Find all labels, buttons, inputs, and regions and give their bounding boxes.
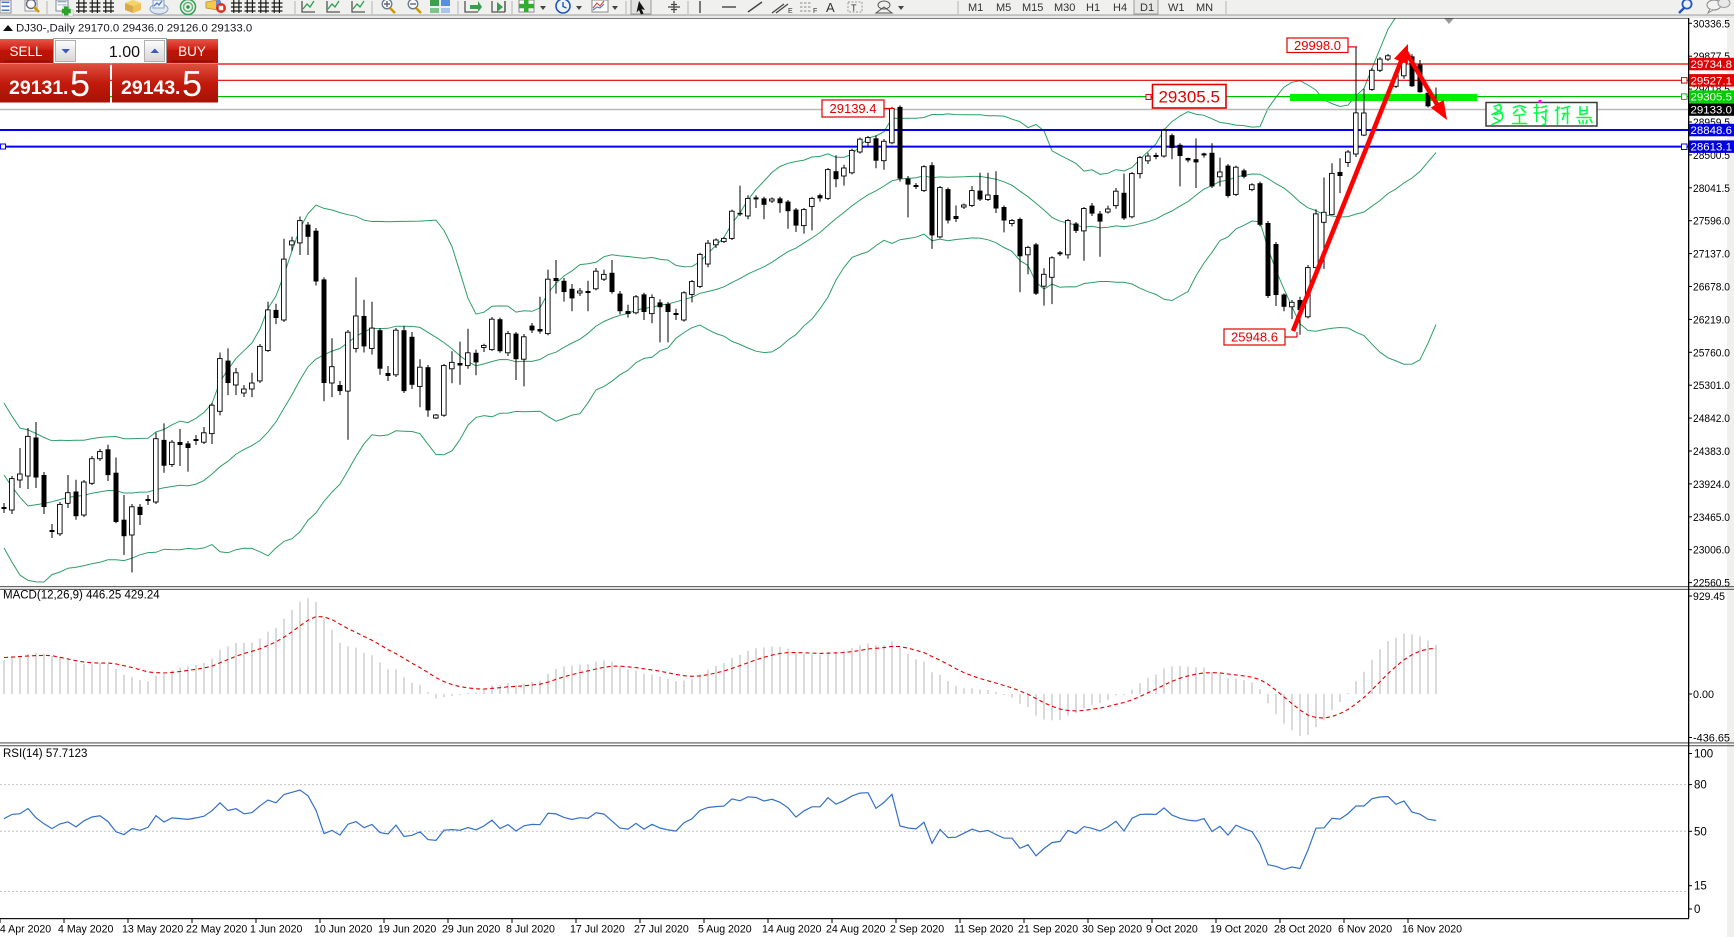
svg-text:28041.5: 28041.5 xyxy=(1693,183,1730,195)
svg-text:28848.6: 28848.6 xyxy=(1691,125,1733,137)
svg-text:22 May 2020: 22 May 2020 xyxy=(186,924,247,936)
svg-text:6 Nov 2020: 6 Nov 2020 xyxy=(1338,924,1392,936)
svg-text:H4: H4 xyxy=(1113,2,1127,14)
svg-text:SELL: SELL xyxy=(9,44,43,59)
svg-text:25948.6: 25948.6 xyxy=(1231,330,1278,345)
svg-text:29734.8: 29734.8 xyxy=(1691,59,1733,71)
svg-text:100: 100 xyxy=(1694,749,1713,761)
svg-text:H1: H1 xyxy=(1086,2,1100,14)
svg-text:25301.0: 25301.0 xyxy=(1693,380,1730,392)
svg-text:29133.0: 29133.0 xyxy=(1691,105,1733,117)
svg-text:19 Jun 2020: 19 Jun 2020 xyxy=(378,924,436,936)
svg-text:29305.5: 29305.5 xyxy=(1158,87,1219,106)
svg-text:RSI(14) 57.7123: RSI(14) 57.7123 xyxy=(3,748,87,760)
svg-text:30336.5: 30336.5 xyxy=(1693,18,1730,30)
svg-text:DJ30-,Daily 29170.0 29436.0 2: DJ30-,Daily 29170.0 29436.0 29126.0 2913… xyxy=(16,23,252,35)
svg-text:29998.0: 29998.0 xyxy=(1294,38,1341,53)
svg-text:M15: M15 xyxy=(1022,2,1043,14)
svg-text:29143: 29143 xyxy=(121,77,175,99)
svg-text:24 Aug 2020: 24 Aug 2020 xyxy=(826,924,886,936)
svg-text:19 Oct 2020: 19 Oct 2020 xyxy=(1210,924,1268,936)
svg-text:929.45: 929.45 xyxy=(1693,591,1725,603)
svg-text:.: . xyxy=(63,77,68,99)
svg-text:11 Sep 2020: 11 Sep 2020 xyxy=(954,924,1013,936)
svg-text:.: . xyxy=(175,77,180,99)
svg-text:23465.0: 23465.0 xyxy=(1693,512,1730,524)
svg-text:2 Sep 2020: 2 Sep 2020 xyxy=(890,924,944,936)
svg-text:5: 5 xyxy=(182,63,202,104)
svg-text:30 Sep 2020: 30 Sep 2020 xyxy=(1082,924,1142,936)
svg-text:16 Nov 2020: 16 Nov 2020 xyxy=(1402,924,1462,936)
svg-text:23924.0: 23924.0 xyxy=(1693,479,1730,491)
svg-text:29 Jun 2020: 29 Jun 2020 xyxy=(442,924,500,936)
svg-text:29139.4: 29139.4 xyxy=(830,101,877,116)
svg-text:MN: MN xyxy=(1196,2,1213,14)
svg-text:24 Apr 2020: 24 Apr 2020 xyxy=(0,924,51,936)
svg-text:24842.0: 24842.0 xyxy=(1693,413,1730,425)
svg-text:27 Jul 2020: 27 Jul 2020 xyxy=(634,924,689,936)
svg-text:5 Aug 2020: 5 Aug 2020 xyxy=(698,924,752,936)
svg-text:26678.0: 26678.0 xyxy=(1693,282,1730,294)
svg-text:E: E xyxy=(788,8,793,15)
svg-text:-436.65: -436.65 xyxy=(1693,733,1730,745)
svg-text:26219.0: 26219.0 xyxy=(1693,314,1730,326)
svg-text:28613.1: 28613.1 xyxy=(1691,142,1733,154)
svg-text:23006.0: 23006.0 xyxy=(1693,545,1730,557)
svg-text:8 Jul 2020: 8 Jul 2020 xyxy=(506,924,555,936)
svg-text:27596.0: 27596.0 xyxy=(1693,216,1730,228)
svg-text:17 Jul 2020: 17 Jul 2020 xyxy=(570,924,625,936)
svg-text:0.00: 0.00 xyxy=(1693,689,1714,701)
svg-text:1 Jun 2020: 1 Jun 2020 xyxy=(250,924,303,936)
svg-text:W1: W1 xyxy=(1168,2,1185,14)
svg-text:M30: M30 xyxy=(1054,2,1075,14)
svg-text:29305.5: 29305.5 xyxy=(1691,92,1733,104)
svg-text:25760.0: 25760.0 xyxy=(1693,347,1730,359)
svg-text:M5: M5 xyxy=(996,2,1011,14)
svg-text:21 Sep 2020: 21 Sep 2020 xyxy=(1018,924,1078,936)
svg-text:50: 50 xyxy=(1694,826,1707,838)
svg-text:15: 15 xyxy=(1694,881,1707,893)
svg-text:4 May 2020: 4 May 2020 xyxy=(58,924,113,936)
svg-text:24383.0: 24383.0 xyxy=(1693,446,1730,458)
svg-text:5: 5 xyxy=(70,63,90,104)
svg-text:27137.0: 27137.0 xyxy=(1693,249,1730,261)
svg-text:10 Jun 2020: 10 Jun 2020 xyxy=(314,924,372,936)
svg-text:0: 0 xyxy=(1694,904,1700,916)
svg-text:29131: 29131 xyxy=(9,77,63,99)
svg-text:D1: D1 xyxy=(1140,2,1154,14)
svg-text:M1: M1 xyxy=(968,2,983,14)
svg-text:28 Oct 2020: 28 Oct 2020 xyxy=(1274,924,1332,936)
svg-text:9 Oct 2020: 9 Oct 2020 xyxy=(1146,924,1198,936)
svg-text:1.00: 1.00 xyxy=(109,44,140,61)
svg-text:A: A xyxy=(826,0,835,15)
svg-text:14 Aug 2020: 14 Aug 2020 xyxy=(762,924,822,936)
svg-text:13 May 2020: 13 May 2020 xyxy=(122,924,183,936)
svg-text:29527.1: 29527.1 xyxy=(1691,75,1733,87)
svg-text:F: F xyxy=(813,8,817,15)
svg-text:80: 80 xyxy=(1694,780,1707,792)
svg-text:BUY: BUY xyxy=(178,44,206,59)
svg-text:T: T xyxy=(851,3,857,13)
svg-text:MACD(12,26,9) 446.25 429.24: MACD(12,26,9) 446.25 429.24 xyxy=(3,590,160,602)
svg-text:22560.5: 22560.5 xyxy=(1693,578,1730,590)
